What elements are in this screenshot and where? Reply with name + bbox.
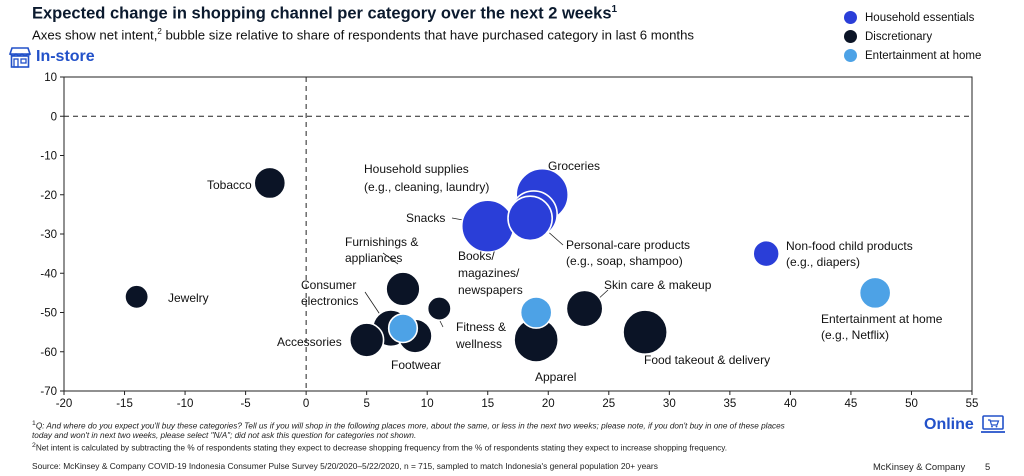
x-tick-label: -20 [56, 398, 73, 410]
data-label-books-magazines-newspapers: Books/ [458, 249, 495, 263]
brand-name: McKinsey & Company [873, 461, 966, 472]
data-label-footwear: Footwear [391, 358, 441, 372]
data-label-jewelry: Jewelry [168, 291, 209, 305]
data-label-groceries: Groceries [548, 159, 600, 173]
chart-subtitle: Axes show net intent,2 bubble size relat… [32, 27, 695, 43]
leader-line [382, 252, 399, 265]
bubble-accessories [348, 322, 385, 358]
y-tick-label: 10 [44, 72, 57, 84]
legend-item-entertainment-at-home: Entertainment at home [844, 46, 981, 65]
data-label-consumer-electronics: electronics [301, 294, 358, 308]
data-label-non-food-child-products-e-g-diapers: (e.g., diapers) [786, 255, 860, 269]
page-number: 5 [985, 461, 991, 472]
data-label-fitness-wellness: Fitness & [456, 320, 506, 334]
legend-swatch-household-essentials [844, 11, 857, 24]
y-tick-label: -60 [40, 347, 57, 359]
data-label-consumer-electronics: Consumer [301, 278, 356, 292]
data-label-household-supplies-e-g-cleaning-laundry: Household supplies [364, 162, 469, 176]
leader-line [364, 291, 382, 317]
bubble-food-takeout-delivery [622, 309, 669, 356]
legend-item-household-essentials: Household essentials [844, 8, 981, 27]
data-label-personal-care-products-e-g-soap-shampoo: Personal-care products [566, 238, 690, 252]
data-label-household-supplies-e-g-cleaning-laundry: (e.g., cleaning, laundry) [364, 180, 489, 194]
footnote-1-line-1: 1Q: And where do you expect you'll buy t… [32, 420, 785, 431]
y-tick-label: 0 [51, 111, 57, 123]
footnote-1-line-2: today and won't in next two weeks, pleas… [32, 431, 417, 440]
chart-title: Expected change in shopping channel per … [32, 4, 618, 23]
data-label-tobacco: Tobacco [207, 178, 252, 192]
x-tick-label: 15 [481, 398, 494, 410]
data-label-fitness-wellness: wellness [455, 337, 502, 351]
source-note: Source: McKinsey & Company COVID-19 Indo… [32, 461, 658, 471]
x-tick-label: -5 [240, 398, 250, 410]
data-label-entertainment-at-home-e-g-netflix: Entertainment at home [821, 312, 943, 326]
bubble-fitness-wellness [426, 296, 452, 322]
bubble-furnishings-appliances [385, 271, 421, 307]
y-tick-label: -20 [40, 190, 57, 202]
y-tick-label: -10 [40, 151, 57, 163]
x-tick-label: 20 [542, 398, 555, 410]
data-label-furnishings-appliances: Furnishings & [345, 235, 418, 249]
data-label-books-magazines-newspapers: magazines/ [458, 266, 520, 280]
x-tick-label: 45 [845, 398, 858, 410]
legend-item-discretionary: Discretionary [844, 27, 981, 46]
x-tick-label: 25 [602, 398, 615, 410]
data-label-snacks: Snacks [406, 211, 445, 225]
x-tick-label: 30 [663, 398, 676, 410]
x-tick-label: 10 [421, 398, 434, 410]
bubble-tobacco [253, 166, 287, 200]
data-label-non-food-child-products-e-g-diapers: Non-food child products [786, 239, 913, 253]
data-label-furnishings-appliances: appliances [345, 251, 402, 265]
online-axis-label: Online [924, 414, 1006, 436]
x-tick-label: 50 [905, 398, 918, 410]
data-label-personal-care-products-e-g-soap-shampoo: (e.g., soap, shampoo) [566, 254, 683, 268]
data-label-food-takeout-delivery: Food takeout & delivery [644, 353, 770, 367]
x-tick-label: -15 [116, 398, 133, 410]
bubble-personal-care-products-e-g-soap-shampoo [507, 195, 554, 242]
x-tick-label: -10 [177, 398, 194, 410]
x-tick-label: 0 [303, 398, 309, 410]
y-tick-label: -40 [40, 268, 57, 280]
legend-swatch-discretionary [844, 30, 857, 43]
data-label-entertainment-at-home-e-g-netflix: (e.g., Netflix) [821, 328, 889, 342]
footnote-2: 2Net intent is calculated by subtracting… [32, 442, 728, 453]
data-label-accessories: Accessories [277, 335, 342, 349]
laptop-cart-icon [980, 415, 1005, 433]
legend-swatch-entertainment-at-home [844, 49, 857, 62]
bubble-snacks [460, 199, 515, 253]
y-tick-label: -50 [40, 308, 57, 320]
bubble-skin-care-makeup [565, 289, 604, 328]
data-label-apparel: Apparel [535, 370, 576, 384]
legend: Household essentials Discretionary Enter… [844, 8, 981, 65]
bubble-entertainment-at-home-e-g-netflix [858, 276, 892, 310]
bubble-non-food-child-products-e-g-diapers [752, 239, 780, 268]
data-label-skin-care-makeup: Skin care & makeup [604, 278, 712, 292]
instore-axis-label: In-store [8, 46, 95, 68]
store-icon [8, 47, 32, 68]
bubble-books-magazines-newspapers [519, 296, 553, 329]
x-tick-label: 40 [784, 398, 797, 410]
bubble-consumer-electronics-entertainment [387, 313, 419, 344]
data-label-books-magazines-newspapers: newspapers [458, 283, 523, 297]
y-tick-label: -70 [40, 386, 57, 398]
x-tick-label: 5 [363, 398, 369, 410]
x-tick-label: 55 [966, 398, 979, 410]
y-tick-label: -30 [40, 229, 57, 241]
x-tick-label: 35 [723, 398, 736, 410]
bubble-jewelry [124, 284, 150, 310]
